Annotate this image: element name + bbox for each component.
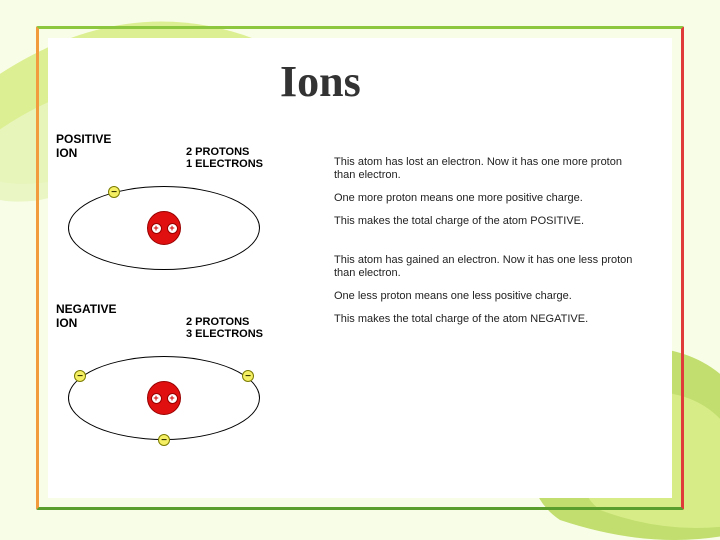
negative-ion-atom: + + − − − <box>56 320 272 460</box>
explanation-paragraph: This makes the total charge of the atom … <box>334 313 644 326</box>
electron: − <box>108 186 120 198</box>
proton: + <box>151 223 162 234</box>
proton: + <box>167 223 178 234</box>
diagram-negative-ion: NEGATIVE ION 2 PROTONS 3 ELECTRONS ++−−− <box>56 302 316 462</box>
electron: − <box>158 434 170 446</box>
explanation-paragraph: This atom has lost an electron. Now it h… <box>334 156 644 182</box>
positive-ion-label-line1: POSITIVE <box>56 132 111 146</box>
proton: + <box>167 393 178 404</box>
diagram-positive-ion: POSITIVE ION 2 PROTONS 1 ELECTRONS ++− <box>56 132 316 282</box>
electron: − <box>242 370 254 382</box>
proton: + <box>151 393 162 404</box>
explanation-text-column: This atom has lost an electron. Now it h… <box>334 156 644 336</box>
page-title: Ions <box>280 56 361 107</box>
positive-ion-atom: + + − <box>56 150 272 280</box>
explanation-paragraph: This makes the total charge of the atom … <box>334 215 644 228</box>
negative-ion-label-line1: NEGATIVE <box>56 302 116 316</box>
electron: − <box>74 370 86 382</box>
explanation-paragraph: This atom has gained an electron. Now it… <box>334 254 644 280</box>
explanation-paragraph: One more proton means one more positive … <box>334 192 644 205</box>
explanation-paragraph: One less proton means one less positive … <box>334 290 644 303</box>
